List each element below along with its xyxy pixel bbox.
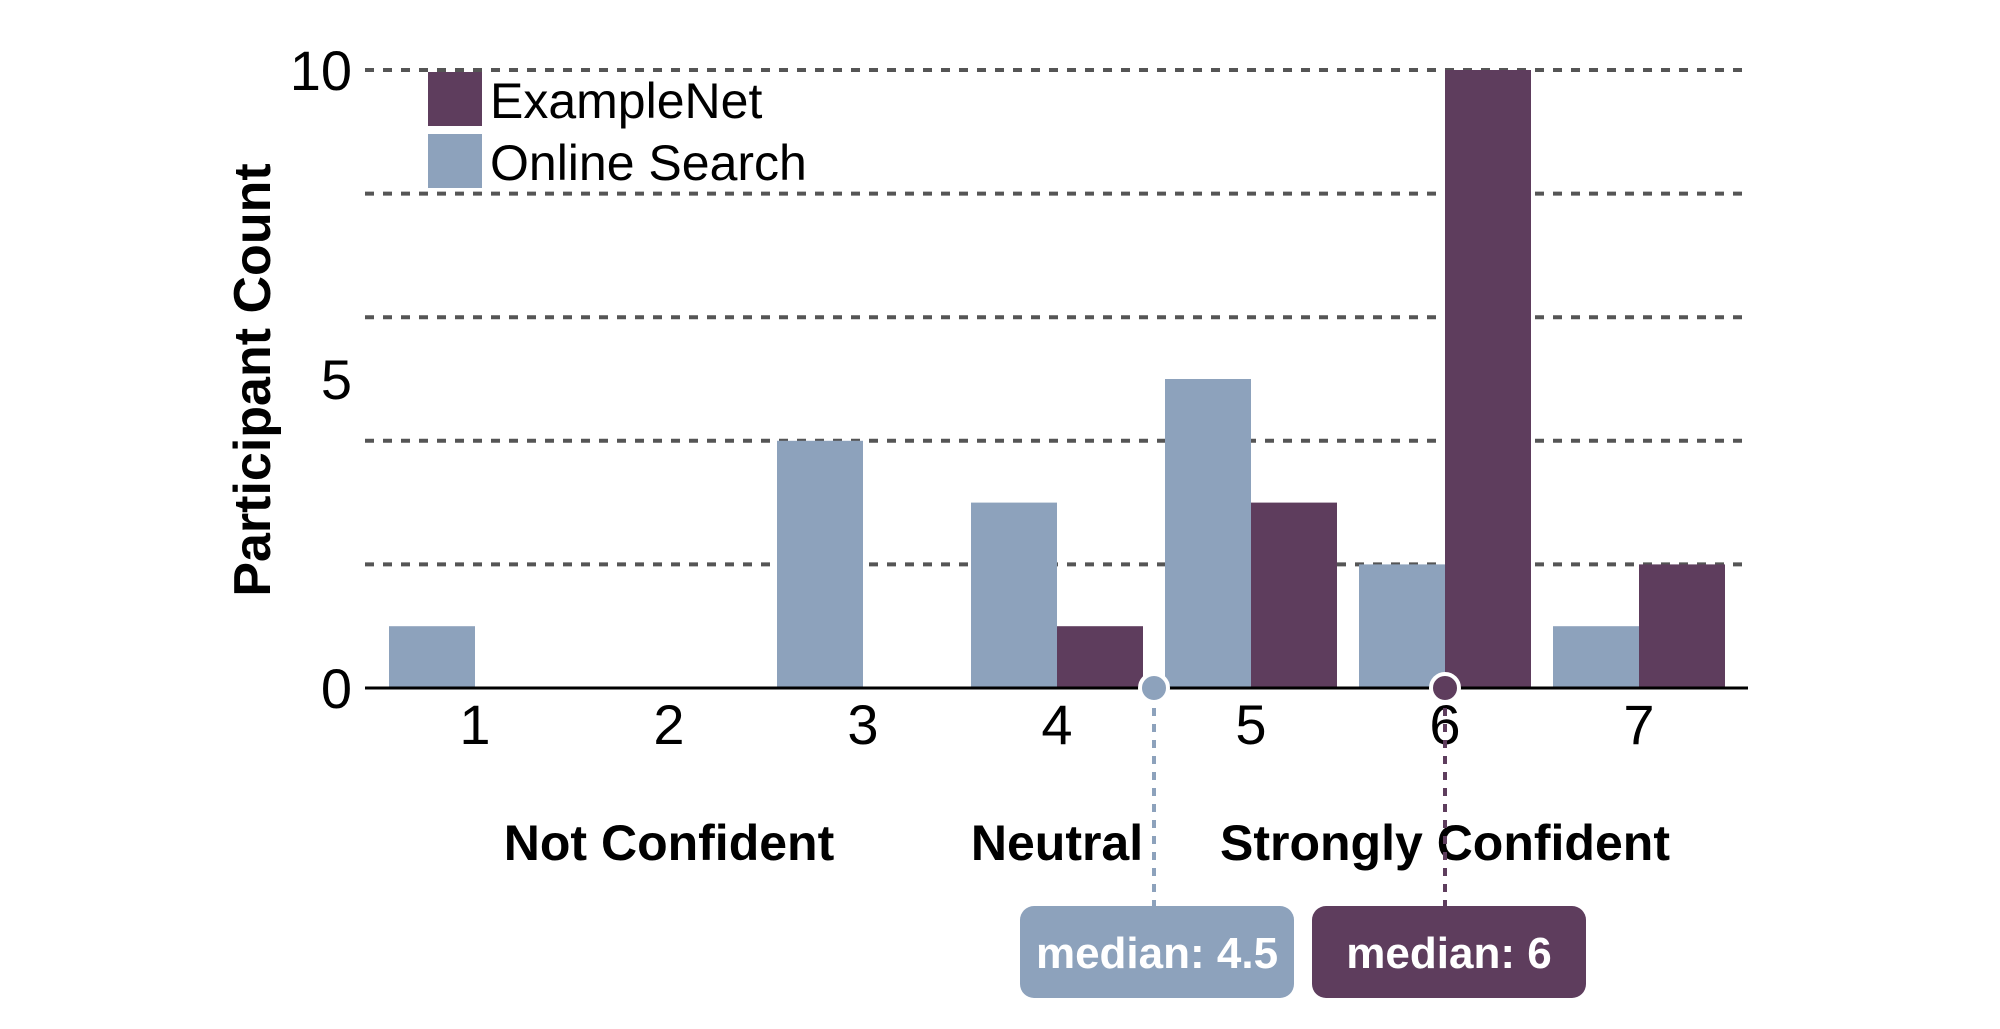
bar-examplenet-5 bbox=[1251, 502, 1337, 688]
bar-online-search-5 bbox=[1165, 379, 1251, 688]
bar-examplenet-6 bbox=[1445, 70, 1531, 688]
median-markers: median: 4.5 median: 6 bbox=[1020, 672, 1586, 998]
legend-swatch-online-search bbox=[428, 134, 482, 188]
bar-examplenet-7 bbox=[1639, 564, 1725, 688]
x-tick-1: 1 bbox=[459, 693, 490, 756]
x-tick-labels: 1234567 bbox=[459, 693, 1654, 756]
bar-online-search-6 bbox=[1359, 564, 1445, 688]
x-tick-2: 2 bbox=[653, 693, 684, 756]
y-tick-0: 0 bbox=[321, 657, 352, 720]
y-tick-5: 5 bbox=[321, 348, 352, 411]
median-dot-online-search bbox=[1138, 672, 1170, 704]
bar-online-search-7 bbox=[1553, 626, 1639, 688]
anchor-not-confident: Not Confident bbox=[504, 815, 835, 871]
anchor-neutral: Neutral bbox=[971, 815, 1143, 871]
bar-online-search-4 bbox=[971, 502, 1057, 688]
scale-anchor-labels: Not Confident Neutral Strongly Confident bbox=[504, 815, 1671, 871]
legend: ExampleNet Online Search bbox=[428, 72, 807, 191]
y-tick-labels: 0 5 10 bbox=[290, 39, 352, 720]
legend-label-online-search: Online Search bbox=[490, 135, 807, 191]
median-box-online-search bbox=[1020, 906, 1294, 998]
y-tick-10: 10 bbox=[290, 39, 352, 102]
legend-label-examplenet: ExampleNet bbox=[490, 73, 762, 129]
y-axis-label: Participant Count bbox=[224, 163, 282, 596]
bar-online-search-1 bbox=[389, 626, 475, 688]
median-box-examplenet bbox=[1312, 906, 1586, 998]
x-tick-3: 3 bbox=[847, 693, 878, 756]
median-dot-examplenet bbox=[1429, 672, 1461, 704]
legend-swatch-examplenet bbox=[428, 72, 482, 126]
x-tick-4: 4 bbox=[1041, 693, 1072, 756]
bar-online-search-3 bbox=[777, 440, 863, 688]
x-tick-7: 7 bbox=[1623, 693, 1654, 756]
bar-examplenet-4 bbox=[1057, 626, 1143, 688]
median-label-online-search: median: 4.5 bbox=[1036, 929, 1278, 978]
bars bbox=[389, 70, 1725, 688]
x-tick-5: 5 bbox=[1235, 693, 1266, 756]
median-label-examplenet: median: 6 bbox=[1346, 929, 1551, 978]
